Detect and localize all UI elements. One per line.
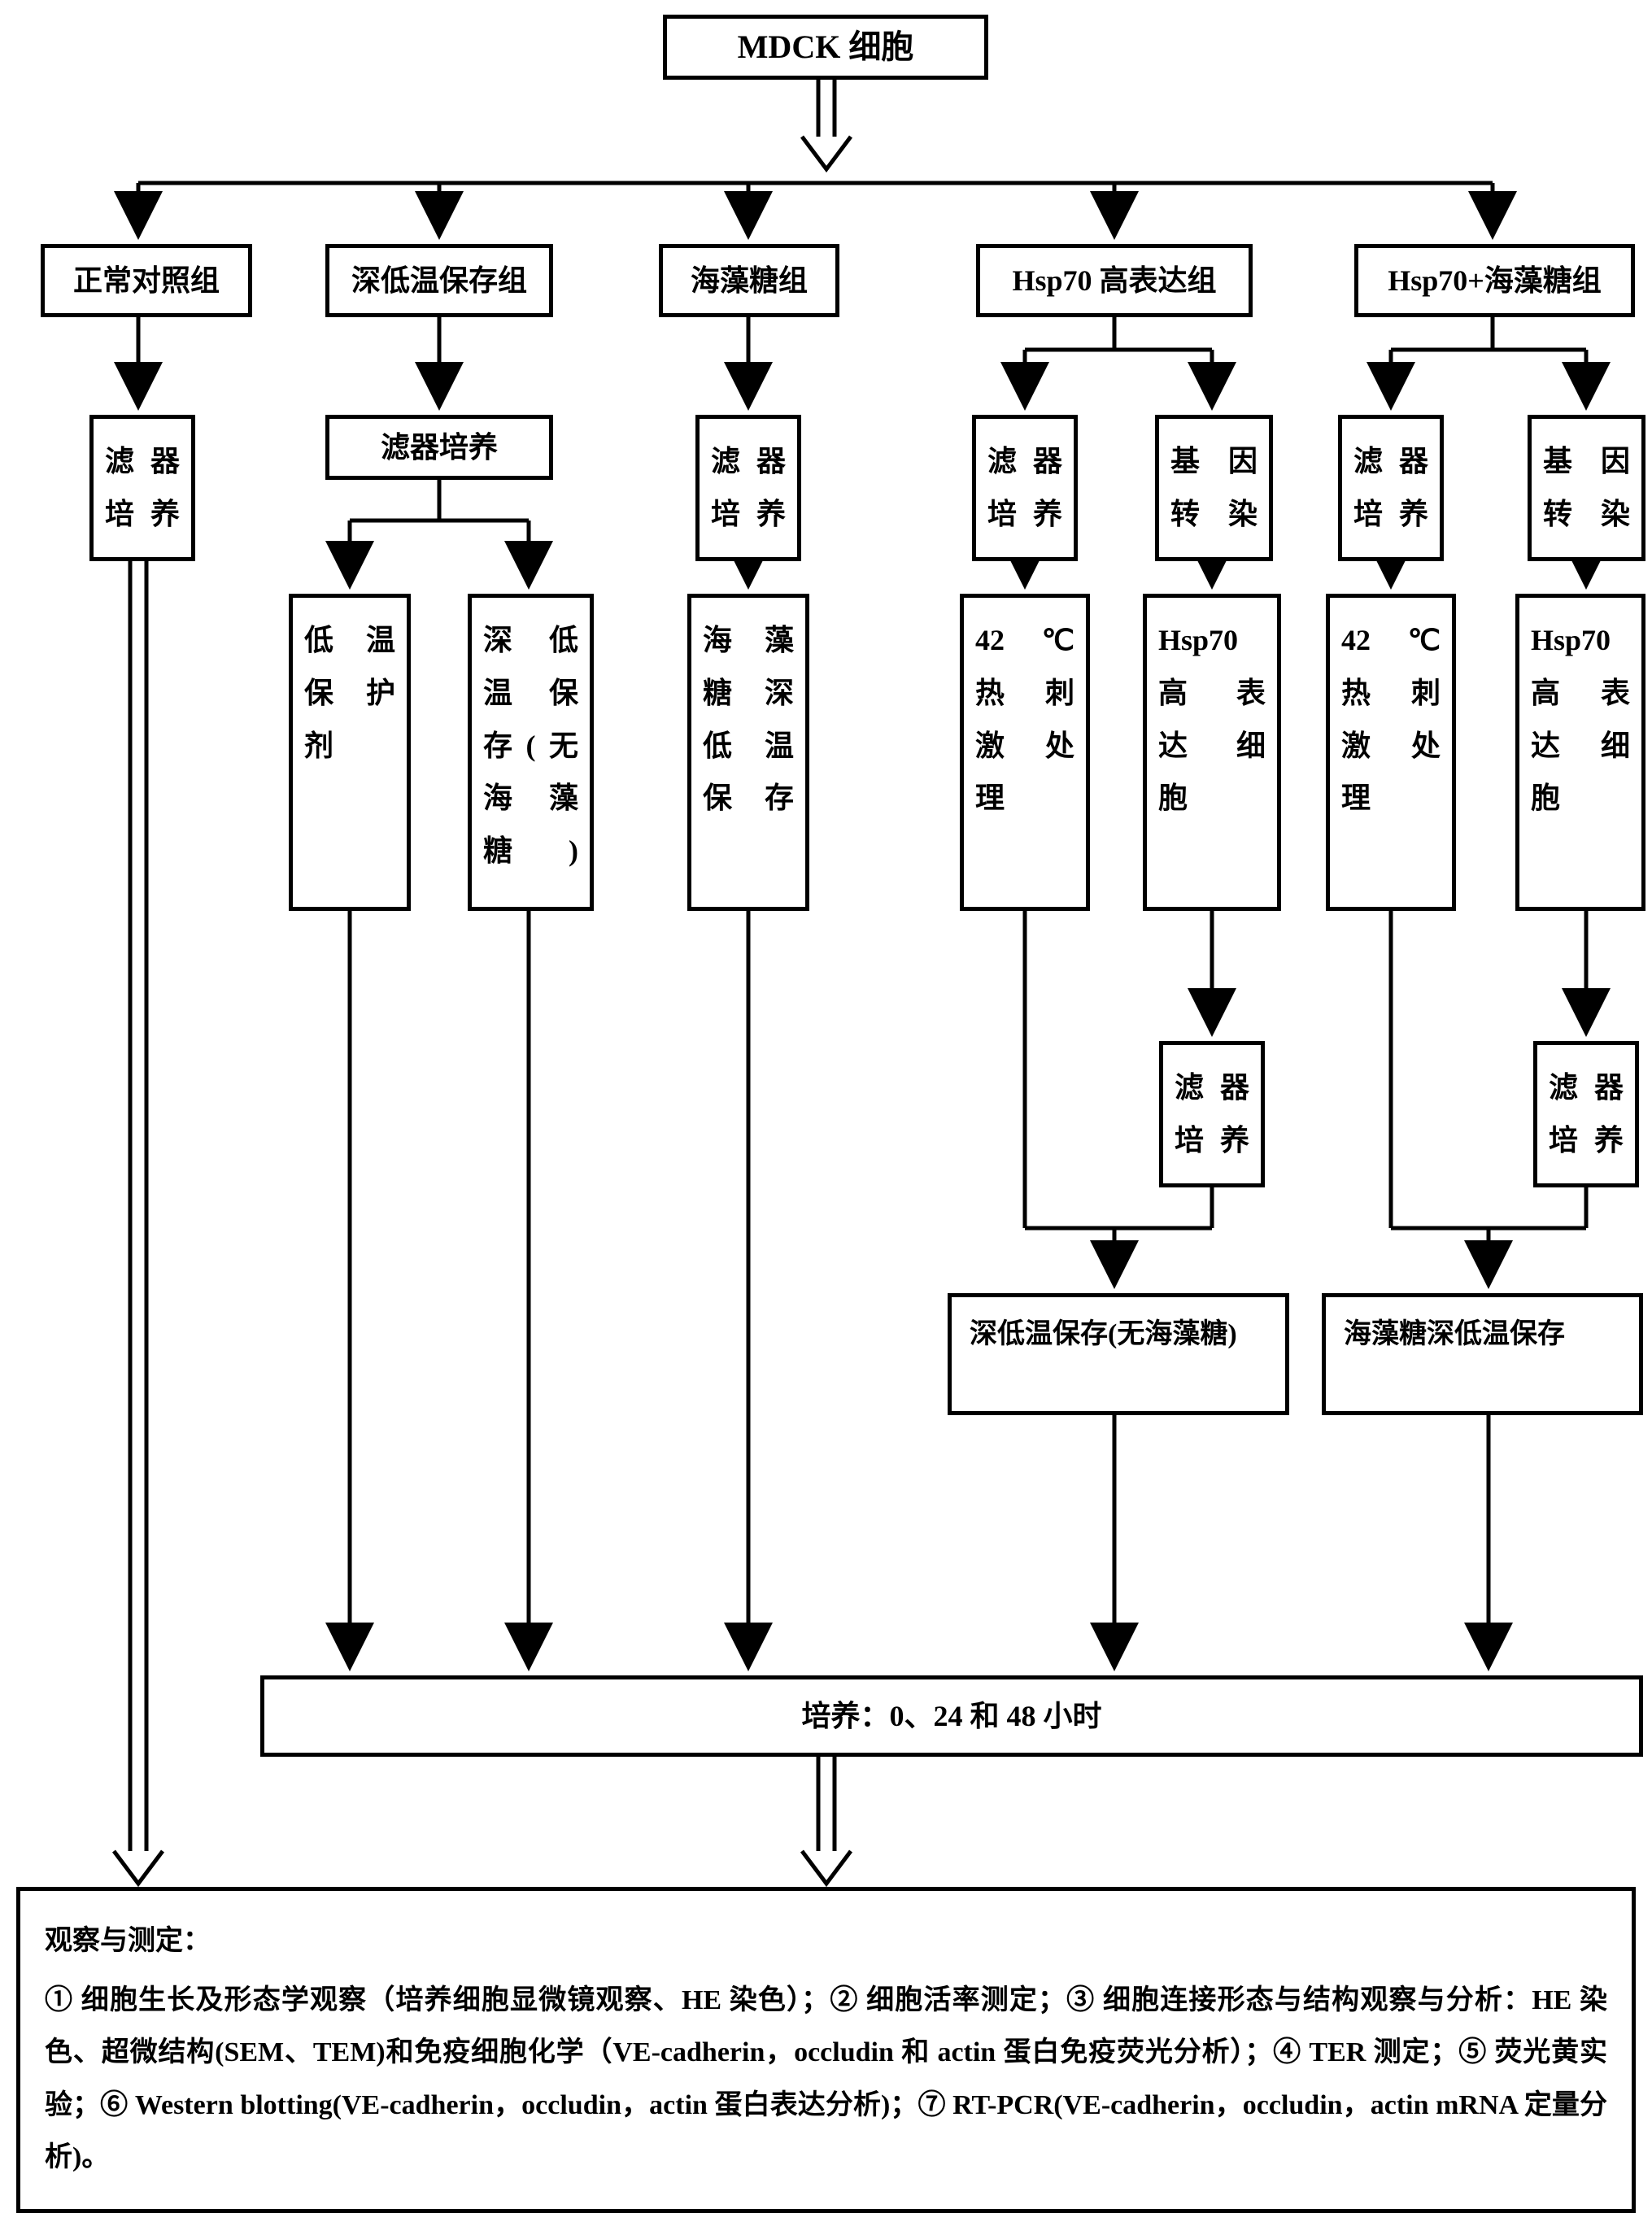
g5-store: 海藻糖深低温保存 <box>1322 1293 1643 1415</box>
group-3: 海藻糖组 <box>659 244 839 317</box>
g5-hsp70: Hsp70 高表 达细 胞 <box>1515 594 1645 911</box>
group-2: 深低温保存组 <box>325 244 553 317</box>
g4-heat42: 42 ℃ 热刺 激处 理 <box>960 594 1090 911</box>
g4-hsp70: Hsp70 高表 达细 胞 <box>1143 594 1281 911</box>
col-label: 42 ℃ 热刺 激处 理 <box>975 624 1074 814</box>
g1-filter: 滤器 培养 <box>89 415 195 561</box>
step-label: 基因 转染 <box>1170 445 1258 530</box>
g3-filter: 滤器 培养 <box>695 415 801 561</box>
step-label: 基因 转染 <box>1543 445 1630 530</box>
g2-filter: 滤器培养 <box>325 415 553 480</box>
step-label: 滤器 培养 <box>1175 1071 1249 1157</box>
g4-filter2: 滤器 培养 <box>1159 1041 1265 1187</box>
arrows-layer <box>0 0 1652 2170</box>
step-label: 滤器 培养 <box>987 445 1062 530</box>
node-mdck: MDCK 细胞 <box>663 15 988 80</box>
culture-label: 培养：0、24 和 48 小时 <box>801 1696 1101 1736</box>
group-label: Hsp70+海藻糖组 <box>1388 260 1602 301</box>
col-label: 海藻 糖深 低温 保存 <box>703 624 794 814</box>
culture-time: 培养：0、24 和 48 小时 <box>260 1675 1643 1757</box>
obs-body: ① 细胞生长及形态学观察（培养细胞显微镜观察、HE 染色）；② 细胞活率测定；③… <box>45 1975 1607 2185</box>
g2-cryoprotect: 低温 保护 剂 <box>289 594 411 911</box>
store-label: 海藻糖深低温保存 <box>1344 1315 1565 1354</box>
g5-gene: 基因 转染 <box>1528 415 1645 561</box>
obs-title: 观察与测定： <box>45 1915 1607 1968</box>
observation-box: 观察与测定： ① 细胞生长及形态学观察（培养细胞显微镜观察、HE 染色）；② 细… <box>16 1887 1636 2213</box>
col-label: 42 ℃ 热刺 激处 理 <box>1341 624 1441 814</box>
g5-filter: 滤器 培养 <box>1338 415 1444 561</box>
node-label: MDCK 细胞 <box>738 24 914 70</box>
g4-gene: 基因 转染 <box>1155 415 1273 561</box>
group-4: Hsp70 高表达组 <box>976 244 1253 317</box>
store-label: 深低温保存(无海藻糖) <box>970 1315 1237 1354</box>
step-label: 滤器 培养 <box>1549 1071 1624 1157</box>
group-5: Hsp70+海藻糖组 <box>1354 244 1635 317</box>
step-label: 滤器 培养 <box>1353 445 1428 530</box>
group-label: Hsp70 高表达组 <box>1012 260 1216 301</box>
step-label: 滤器 培养 <box>105 445 180 530</box>
col-label: 低温 保护 剂 <box>304 624 395 762</box>
step-label: 滤器 培养 <box>711 445 786 530</box>
group-label: 正常对照组 <box>73 260 220 301</box>
group-label: 深低温保存组 <box>351 260 527 301</box>
group-label: 海藻糖组 <box>691 260 808 301</box>
g2-cryostore: 深低 温保 存(无 海藻 糖) <box>468 594 594 911</box>
g4-store: 深低温保存(无海藻糖) <box>948 1293 1289 1415</box>
g5-filter2: 滤器 培养 <box>1533 1041 1639 1187</box>
col-label: 深低 温保 存(无 海藻 糖) <box>483 624 578 867</box>
g5-heat42: 42 ℃ 热刺 激处 理 <box>1326 594 1456 911</box>
col-label: Hsp70 高表 达细 胞 <box>1531 624 1630 814</box>
step-label: 滤器培养 <box>381 427 498 468</box>
g3-trehalose: 海藻 糖深 低温 保存 <box>687 594 809 911</box>
group-1: 正常对照组 <box>41 244 252 317</box>
col-label: Hsp70 高表 达细 胞 <box>1158 624 1266 814</box>
g4-filter: 滤器 培养 <box>972 415 1078 561</box>
